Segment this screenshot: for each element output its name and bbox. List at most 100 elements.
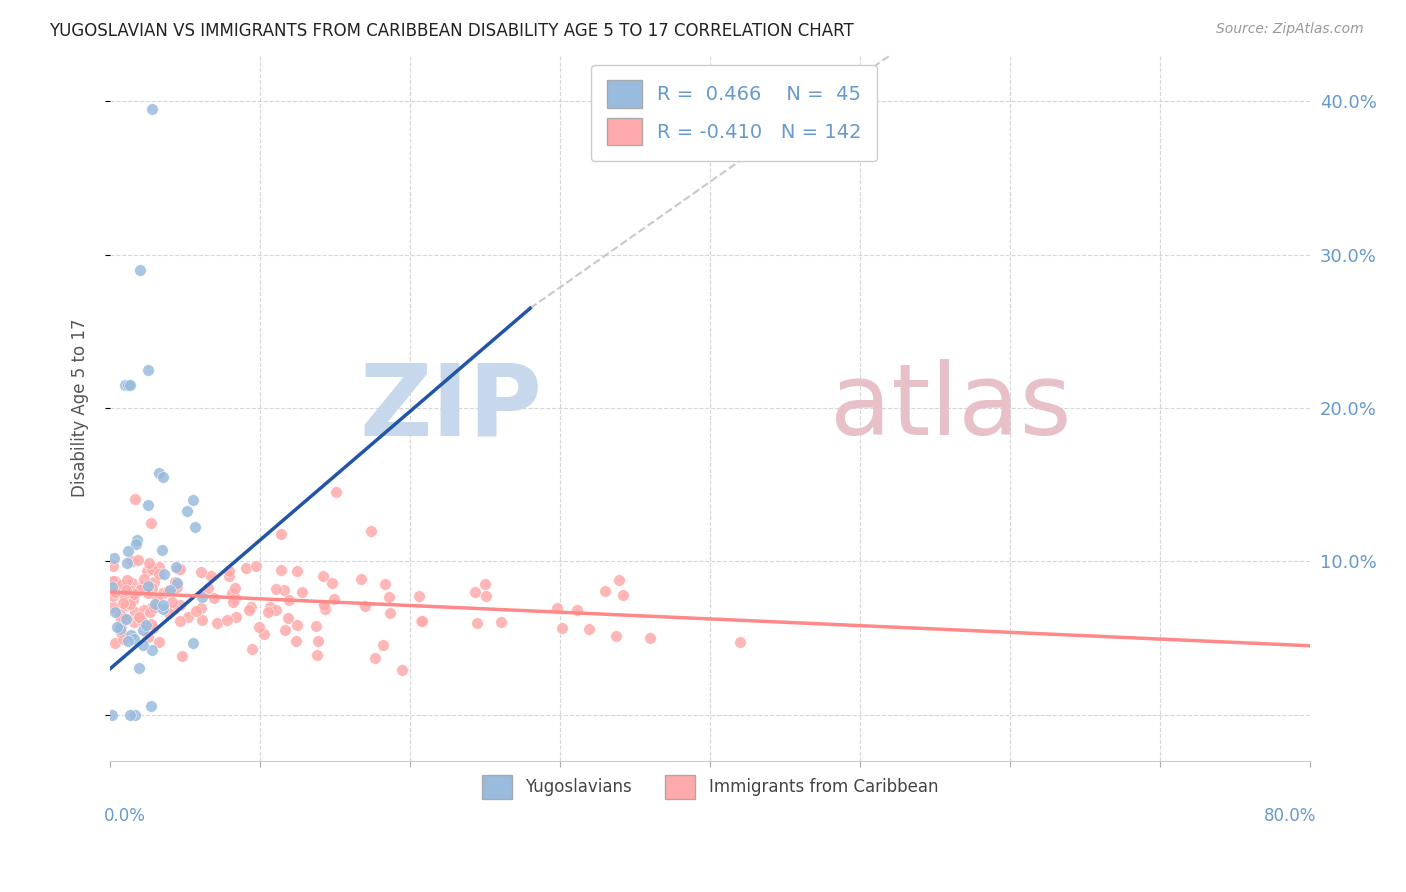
- Point: [546, 601, 568, 615]
- Point: [218, 569, 240, 583]
- Point: [121, 576, 143, 591]
- Point: [138, 557, 160, 571]
- Point: [323, 591, 346, 606]
- Point: [132, 623, 155, 637]
- Point: [111, 628, 134, 642]
- Point: [312, 568, 335, 582]
- Point: [314, 601, 336, 615]
- Point: [197, 581, 219, 595]
- Point: [218, 564, 240, 578]
- Point: [307, 633, 329, 648]
- Point: [114, 598, 136, 612]
- Point: [117, 556, 139, 570]
- Point: [224, 581, 246, 595]
- Point: [222, 595, 245, 609]
- Point: [169, 614, 191, 628]
- Point: [169, 598, 191, 612]
- Point: [578, 622, 600, 636]
- Point: [115, 612, 138, 626]
- Point: [605, 629, 627, 643]
- Point: [264, 603, 287, 617]
- Point: [238, 602, 260, 616]
- Point: [148, 635, 170, 649]
- Point: [101, 580, 124, 594]
- Point: [325, 485, 347, 500]
- Point: [120, 628, 142, 642]
- Point: [128, 661, 150, 675]
- Point: [191, 590, 214, 604]
- Point: [122, 615, 145, 630]
- Point: [104, 635, 127, 649]
- Point: [108, 607, 131, 621]
- Point: [314, 598, 336, 612]
- Point: [609, 574, 631, 588]
- Point: [101, 574, 124, 588]
- Point: [118, 707, 141, 722]
- Point: [143, 599, 166, 614]
- Point: [121, 553, 143, 567]
- Point: [139, 616, 162, 631]
- Point: [259, 599, 281, 614]
- Point: [131, 579, 153, 593]
- Point: [353, 599, 375, 614]
- Point: [464, 585, 486, 599]
- Point: [152, 586, 174, 600]
- Point: [391, 663, 413, 677]
- Point: [117, 544, 139, 558]
- Point: [142, 621, 165, 635]
- Text: 0.0%: 0.0%: [104, 806, 146, 825]
- Point: [112, 588, 135, 602]
- Point: [100, 707, 122, 722]
- Point: [270, 527, 292, 541]
- Point: [139, 516, 162, 530]
- Point: [125, 533, 148, 548]
- Point: [475, 589, 498, 603]
- Point: [270, 563, 292, 577]
- Y-axis label: Disability Age 5 to 17: Disability Age 5 to 17: [72, 318, 89, 497]
- Point: [409, 614, 432, 628]
- Point: [141, 561, 163, 575]
- Point: [165, 559, 187, 574]
- Point: [273, 583, 295, 598]
- Point: [364, 650, 387, 665]
- Point: [136, 498, 159, 512]
- Point: [152, 566, 174, 581]
- Point: [104, 605, 127, 619]
- Point: [105, 620, 128, 634]
- Point: [278, 592, 301, 607]
- Point: [374, 577, 396, 591]
- Point: [291, 585, 314, 599]
- Point: [131, 614, 153, 628]
- Point: [139, 601, 162, 615]
- Point: [186, 604, 208, 618]
- Point: [124, 632, 146, 646]
- Point: [408, 589, 430, 603]
- Point: [127, 553, 149, 567]
- Point: [141, 102, 163, 116]
- Point: [217, 613, 239, 627]
- Point: [124, 707, 146, 722]
- Point: [110, 578, 132, 592]
- Point: [285, 564, 308, 578]
- Point: [380, 607, 402, 621]
- Point: [235, 561, 257, 575]
- Point: [240, 642, 263, 657]
- Point: [141, 643, 163, 657]
- Point: [253, 626, 276, 640]
- Point: [118, 378, 141, 392]
- Text: atlas: atlas: [830, 359, 1071, 457]
- Point: [125, 537, 148, 551]
- Point: [129, 263, 152, 277]
- Point: [162, 594, 184, 608]
- Point: [143, 574, 166, 589]
- Point: [638, 631, 661, 645]
- Point: [190, 600, 212, 615]
- Point: [152, 602, 174, 616]
- Point: [128, 582, 150, 597]
- Point: [152, 598, 174, 612]
- Point: [489, 615, 512, 629]
- Point: [111, 632, 134, 646]
- Point: [184, 519, 207, 533]
- Point: [103, 550, 125, 565]
- Point: [108, 622, 131, 636]
